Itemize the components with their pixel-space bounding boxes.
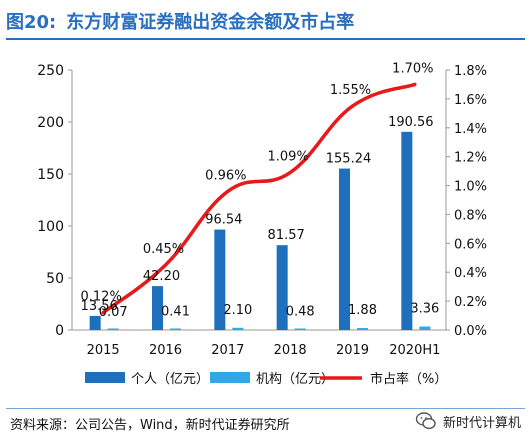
figure-title: 东方财富证券融出资金余额及市占率 [66,12,355,33]
x-tick-label: 2017 [211,343,244,358]
y-right-tick-label: 0.6% [454,237,487,252]
y-left-tick-label: 200 [37,115,64,131]
title-divider [6,38,525,40]
watermark-text: 新时代计算机 [442,415,521,431]
legend-individual-swatch [85,372,125,383]
x-tick-label: 2020H1 [389,343,440,358]
y-left-tick-label: 150 [37,167,64,183]
data-label-individual: 155.24 [326,152,372,167]
data-label-individual: 13.56 [81,299,118,314]
bar-individual [152,286,163,330]
footer-divider [6,408,525,409]
y-right-tick-label: 1.6% [454,93,487,108]
share-line [101,82,417,315]
figure-title-row: 图20: 东方财富证券融出资金余额及市占率 [6,6,525,36]
data-label-institution: 0.07 [99,305,128,320]
bar-institution [170,328,181,330]
data-label-share: 1.70% [392,61,433,76]
bar-individual [339,168,350,330]
data-label-individual: 96.54 [205,213,242,228]
data-label-institution: 0.48 [286,305,315,320]
y-right-tick-label: 1.8% [454,64,487,79]
y-left-tick-label: 50 [46,271,64,287]
y-right-tick-label: 0.0% [454,324,487,339]
y-right-tick-label: 0.4% [454,266,487,281]
data-label-institution: 1.88 [348,303,377,318]
data-label-institution: 0.41 [161,305,190,320]
y-left-tick-label: 100 [37,219,64,235]
bar-institution [419,326,431,330]
data-label-individual: 42.20 [143,269,180,284]
bar-institution [107,328,119,330]
legend-institution-label: 机构（亿元） [256,372,334,387]
source-note: 资料来源：公司公告，Wind，新时代证券研究所 [10,418,290,433]
y-right-tick-label: 0.8% [454,208,487,223]
bar-institution [232,327,244,330]
watermark: 新时代计算机 [415,410,521,432]
y-right-tick-label: 1.0% [454,180,487,195]
data-label-share: 1.55% [330,83,371,98]
data-label-share: 0.45% [143,242,184,257]
x-tick-label: 2015 [87,343,120,358]
data-label-share: 0.12% [81,290,122,305]
wechat-icon [415,412,436,430]
y-left-tick-label: 0 [55,323,64,339]
x-tick-label: 2019 [336,343,369,358]
bar-individual [214,229,226,330]
data-label-institution: 3.36 [410,302,439,317]
data-label-individual: 190.56 [388,115,434,130]
y-left-tick-label: 250 [37,63,64,79]
legend-institution-swatch [210,372,250,383]
bar-individual [276,245,288,330]
x-tick-label: 2016 [149,343,182,358]
data-label-share: 1.09% [268,150,309,165]
data-label-individual: 81.57 [268,228,305,243]
data-label-institution: 2.10 [223,303,252,318]
legend-share-label: 市占率（%） [370,371,447,387]
bar-institution [294,328,306,330]
data-label-share: 0.96% [205,168,246,183]
y-right-tick-label: 0.2% [454,295,487,310]
chart: 0 50 100 150 200 250 0.0% 0.2% 0.4% 0.6% 0.8% 1.0% 1… [37,61,487,387]
y-right-tick-label: 1.4% [454,122,487,137]
bar-individual [401,131,413,330]
x-tick-label: 2018 [274,343,307,358]
bar-institution [357,328,368,330]
figure-number: 图20: [6,12,57,33]
legend-individual-label: 个人（亿元） [131,372,209,387]
y-right-tick-label: 1.2% [454,151,487,166]
bar-individual [89,315,101,330]
